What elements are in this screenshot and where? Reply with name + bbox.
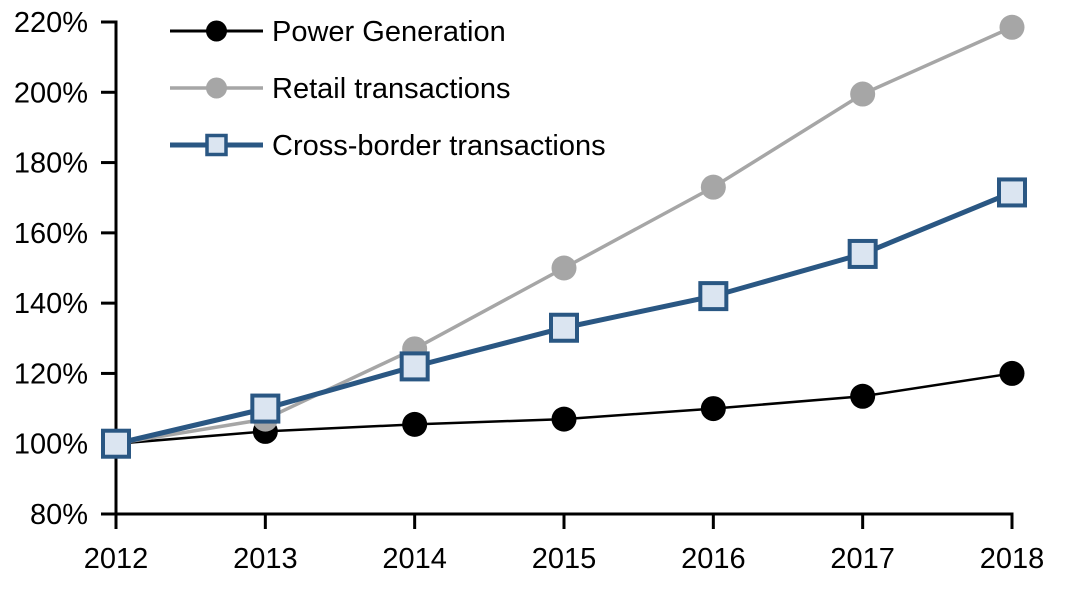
- x-tick-label: 2016: [681, 543, 746, 575]
- y-tick-label: 140%: [14, 288, 88, 320]
- data-point-marker: [847, 238, 878, 269]
- y-tick-label: 220%: [14, 7, 88, 39]
- data-point-marker: [549, 312, 579, 343]
- x-tick-label: 2018: [980, 543, 1045, 575]
- data-point-marker: [999, 14, 1025, 40]
- legend-label: Retail transactions: [272, 73, 511, 105]
- data-point-marker: [399, 351, 430, 382]
- x-tick-label: 2017: [830, 543, 895, 575]
- data-point-marker: [698, 281, 729, 312]
- legend-label: Cross-border transactions: [272, 130, 606, 162]
- data-point-marker: [402, 411, 428, 437]
- data-point-marker: [850, 81, 876, 107]
- data-point-marker: [850, 383, 876, 409]
- data-point-marker: [101, 428, 131, 459]
- x-tick-label: 2013: [233, 543, 298, 575]
- x-tick-label: 2015: [532, 543, 597, 575]
- legend-swatch-marker: [206, 77, 227, 99]
- y-tick-label: 160%: [14, 218, 88, 250]
- data-point-marker: [551, 406, 577, 432]
- legend-swatch-marker: [205, 133, 228, 157]
- x-tick-label: 2014: [382, 543, 447, 575]
- y-tick-label: 180%: [14, 148, 88, 180]
- legend-swatch-marker: [206, 20, 227, 42]
- data-point-marker: [700, 174, 726, 200]
- data-point-marker: [551, 255, 577, 281]
- data-point-marker: [700, 396, 726, 422]
- y-tick-label: 120%: [14, 358, 88, 390]
- data-point-marker: [999, 360, 1025, 386]
- y-tick-label: 100%: [14, 429, 88, 461]
- y-tick-label: 80%: [30, 499, 88, 531]
- legend-label: Power Generation: [272, 16, 506, 48]
- y-tick-label: 200%: [14, 77, 88, 109]
- x-tick-label: 2012: [84, 543, 149, 575]
- data-point-marker: [997, 177, 1027, 208]
- data-point-marker: [250, 393, 281, 424]
